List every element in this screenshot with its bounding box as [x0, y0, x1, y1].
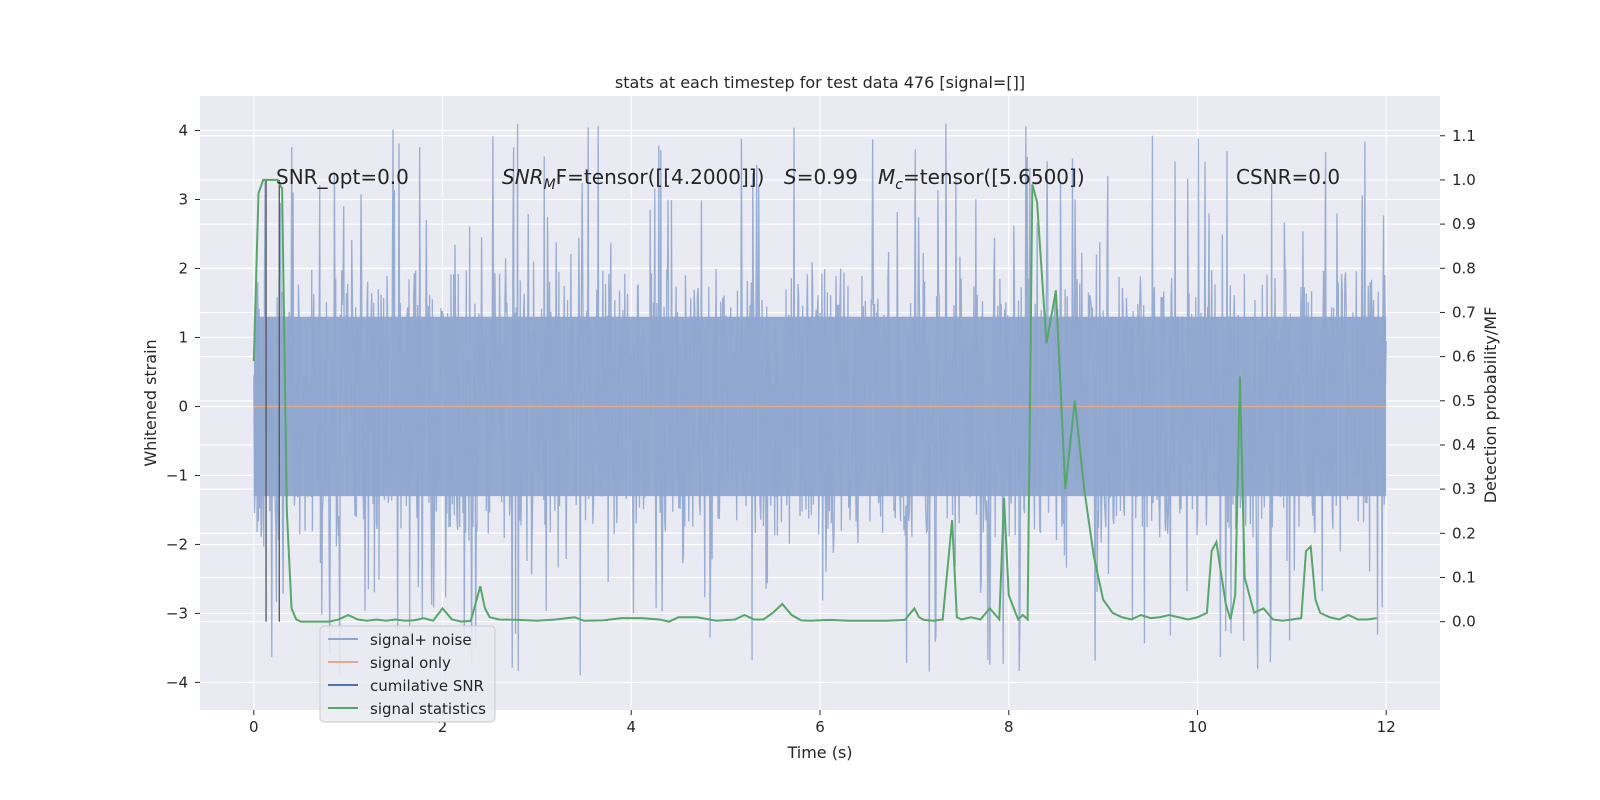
y-tick-label: −4 [166, 673, 188, 691]
right-tick-label: 1.0 [1452, 171, 1476, 189]
annotation-csnr: CSNR=0.0 [1236, 165, 1340, 189]
y-tick-label: 2 [178, 259, 188, 277]
y-axis-label: Whitened strain [141, 339, 160, 466]
legend-label-signal: signal only [370, 654, 451, 672]
right-tick-label: 0.5 [1452, 392, 1476, 410]
annotation-s: S=0.99 [784, 165, 858, 189]
legend-label-cumsnr: cumilative SNR [370, 677, 484, 695]
y-tick-label: 0 [178, 397, 188, 415]
right-tick-label: 0.4 [1452, 436, 1476, 454]
y-tick-label: −2 [166, 535, 188, 553]
right-tick-label: 0.8 [1452, 259, 1476, 277]
line-series [252, 178, 1387, 623]
right-axis-label: Detection probability/MF [1481, 307, 1500, 504]
x-axis-label: Time (s) [786, 743, 852, 762]
x-tick-label: 8 [1004, 718, 1014, 736]
legend-box [319, 625, 496, 723]
annotation-snr-opt: SNR_opt=0.0 [276, 165, 409, 189]
right-tick-label: 0.0 [1452, 613, 1476, 631]
x-tick-label: 4 [626, 718, 636, 736]
right-tick-label: 0.2 [1452, 524, 1476, 542]
x-tick-label: 12 [1377, 718, 1396, 736]
signal-noise-line [253, 123, 1387, 676]
x-tick-label: 10 [1188, 718, 1207, 736]
legend-label-stats: signal statistics [370, 700, 486, 718]
right-tick-label: 1.1 [1452, 127, 1476, 145]
y-tick-label: −1 [166, 466, 188, 484]
y-tick-label: 1 [178, 328, 188, 346]
y-tick-label: 3 [178, 190, 188, 208]
x-tick-label: 0 [249, 718, 259, 736]
legend-label-noise: signal+ noise [370, 631, 472, 649]
chart-title: stats at each timestep for test data 476… [615, 73, 1025, 92]
annotation-snr-mf: SNRMF=tensor([[4.2000]]) [502, 165, 764, 193]
right-tick-label: 0.7 [1452, 303, 1476, 321]
legend: signal+ noise signal only cumilative SNR… [319, 625, 496, 723]
annotation-mc: Mc=tensor([5.6500]) [878, 165, 1085, 193]
signal-statistics-line [252, 178, 1377, 623]
right-tick-label: 0.9 [1452, 215, 1476, 233]
x-tick-label: 2 [438, 718, 448, 736]
tick-labels: 0 2 4 6 8 10 12−4−3−2−1012340.00.10.20.30.40.5… [166, 121, 1476, 736]
y-tick-label: 4 [178, 121, 188, 139]
right-tick-label: 0.1 [1452, 568, 1476, 586]
right-tick-label: 0.3 [1452, 480, 1476, 498]
x-tick-label: 6 [815, 718, 825, 736]
y-tick-label: −3 [166, 604, 188, 622]
right-tick-label: 0.6 [1452, 348, 1476, 366]
